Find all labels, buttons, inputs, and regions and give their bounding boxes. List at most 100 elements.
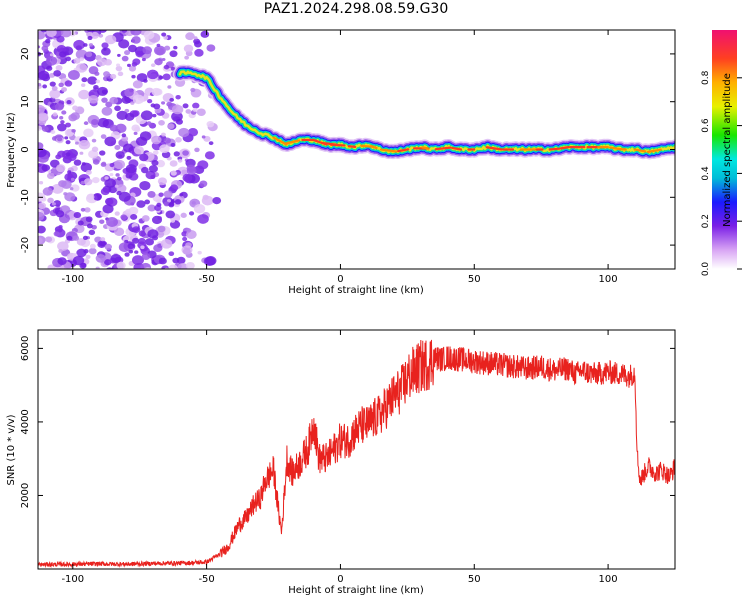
noise-blob [206,120,215,128]
x-tick-label: -50 [198,274,214,285]
noise-blob [69,187,74,191]
noise-blob [92,176,100,184]
noise-blob [199,180,208,188]
noise-blob [101,97,108,103]
noise-blob [128,44,137,53]
noise-blob [38,211,45,221]
noise-blob [54,103,64,111]
noise-blob [143,78,148,83]
noise-blob [81,162,86,166]
y-tick-label: 20 [20,48,31,61]
noise-blob [47,169,52,174]
noise-blob [135,30,140,31]
noise-blob [94,71,100,76]
noise-blob [72,255,85,266]
frequency-trace [172,64,675,160]
noise-blob [185,109,192,114]
noise-blob [130,213,138,220]
noise-blob [38,202,47,210]
noise-blob [164,45,171,51]
noise-blob [147,204,156,212]
noise-blob [170,142,176,148]
noise-blob [168,270,175,276]
noise-blob [100,134,107,139]
noise-blob [182,236,188,242]
noise-blob [200,23,208,29]
noise-blob [165,210,176,219]
noise-blob [116,63,121,67]
noise-blob [46,30,57,38]
noise-blob [45,38,51,44]
noise-blob [85,254,91,259]
noise-blob [157,216,162,220]
noise-blob [72,235,80,241]
noise-blob [169,184,179,192]
noise-blob [57,257,67,266]
noise-blob [148,165,158,173]
noise-blob [132,237,140,244]
noise-blob [87,35,93,41]
noise-blob [41,126,49,132]
noise-blob [64,136,69,140]
noise-blob [80,207,86,212]
noise-blob [168,251,175,257]
noise-blob [152,113,157,118]
noise-blob [133,131,138,135]
x-tick-label: 50 [468,574,481,585]
noise-blob [55,65,63,71]
noise-blob [79,262,87,269]
noise-blob [105,34,117,45]
noise-blob [192,107,198,112]
noise-blob [90,31,100,39]
x-tick-label: 50 [468,274,481,285]
noise-blob [194,48,204,57]
noise-blob [59,116,64,120]
noise-blob [78,139,91,150]
noise-blob [38,142,44,150]
noise-blob [55,210,65,218]
noise-blob [52,269,61,277]
noise-blob [46,65,53,71]
noise-blob [133,146,144,155]
noise-blob [147,272,151,276]
noise-blob [46,271,52,276]
noise-blob [197,214,209,224]
noise-blob [83,249,89,254]
noise-blob [106,197,118,207]
noise-blob [88,43,94,47]
trace-core [421,146,429,150]
noise-blob [182,103,189,109]
noise-blob [121,133,127,138]
noise-blob [99,219,105,224]
noise-blob [163,201,170,207]
noise-blob [114,211,120,216]
noise-blob [156,159,166,168]
noise-blob [160,238,173,249]
noise-blob [38,104,45,114]
colorbar: 0.0 0.2 0.4 0.6 0.8 Normalized spectral ampl… [701,30,742,276]
snr-panel: -100 -50 0 50 100 2000 4000 6000 Height of stra… [6,329,676,596]
noise-blob [186,228,192,233]
noise-blob [178,127,190,138]
x-tick-label: 100 [599,274,618,285]
noise-blob [45,56,58,66]
noise-blob [78,89,90,100]
noise-blob [175,94,181,100]
noise-blob [159,182,163,186]
noise-blob [64,80,73,87]
y-tick-label: -20 [20,237,31,253]
trace-core [369,144,378,150]
noise-blob [101,89,108,95]
noise-blob [57,150,66,158]
noise-blob [96,58,107,67]
noise-blob [113,159,126,170]
noise-blob [184,55,190,60]
noise-blob [175,137,182,143]
noise-blob [87,76,98,85]
noise-blob [115,65,123,72]
x-tick-label: -100 [61,574,84,585]
noise-blob [147,229,159,239]
noise-blob [56,45,67,53]
noise-blob [101,47,111,56]
